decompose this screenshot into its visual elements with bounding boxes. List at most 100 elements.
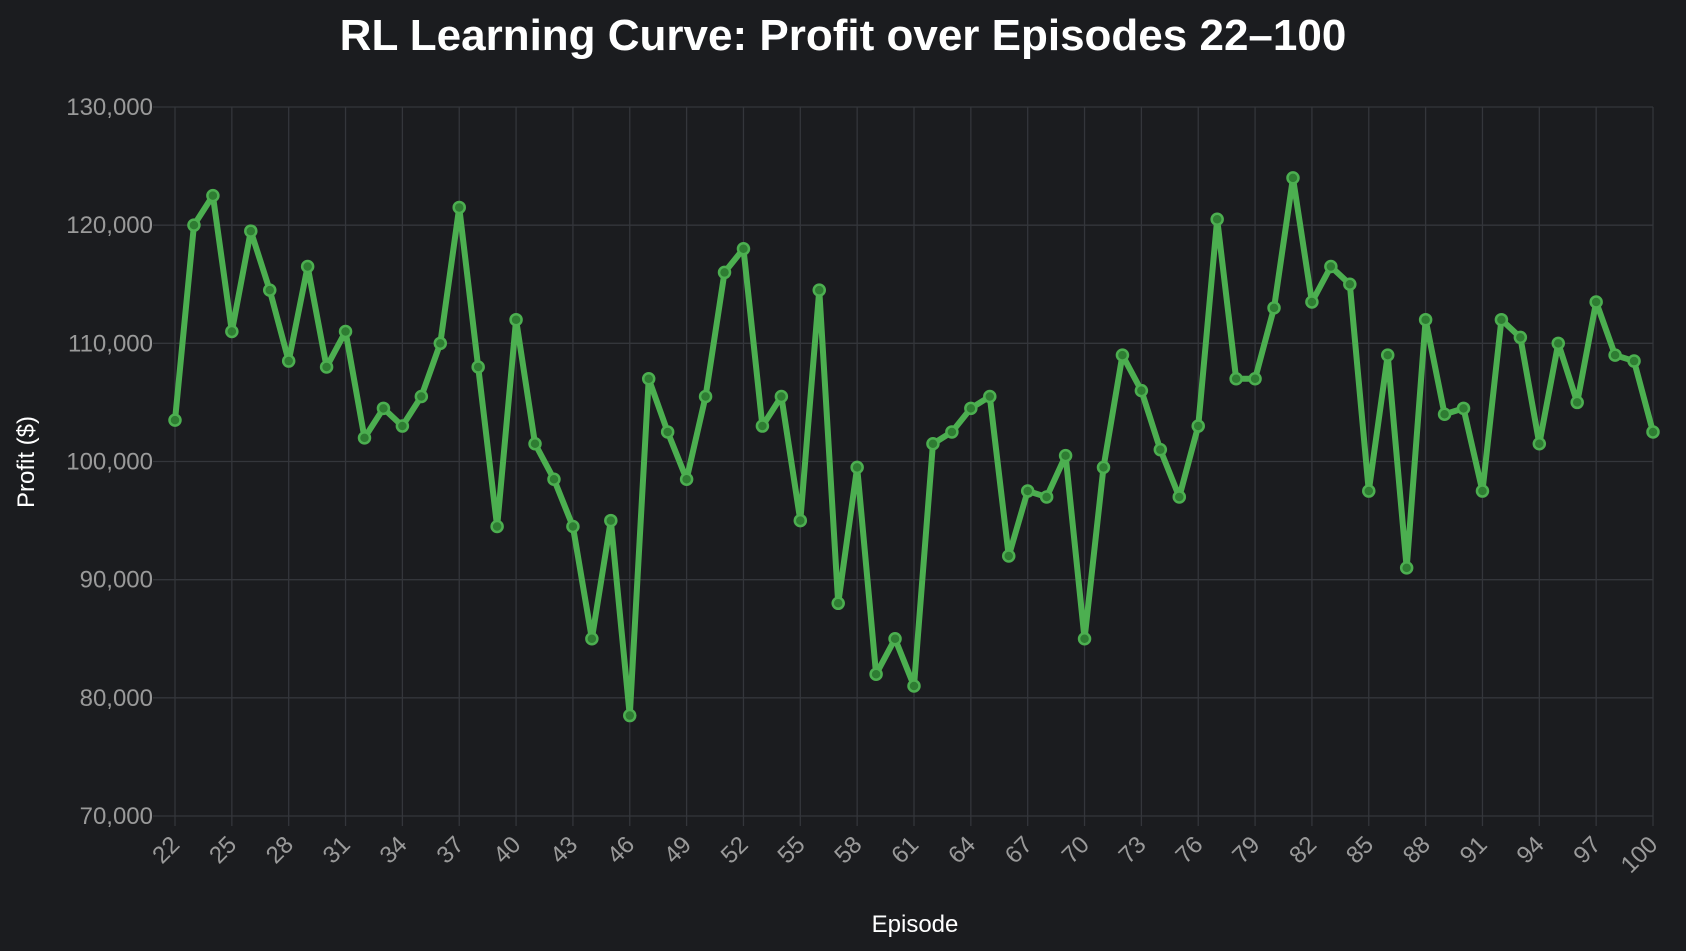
x-tick-label: 88: [1398, 831, 1436, 869]
data-point: [623, 708, 637, 723]
x-tick-label: 52: [716, 831, 754, 869]
data-point: [1229, 372, 1243, 386]
data-point: [509, 312, 523, 327]
data-point: [1210, 212, 1224, 227]
y-tick-label: 70,000: [80, 803, 153, 830]
data-point: [357, 431, 372, 445]
x-tick-label: 82: [1284, 831, 1322, 869]
data-point: [1380, 348, 1395, 362]
x-tick-label: 64: [943, 831, 981, 869]
x-tick-label: 79: [1227, 831, 1265, 869]
data-point: [1077, 632, 1092, 646]
y-tick-label: 100,000: [66, 449, 153, 476]
data-point: [679, 472, 694, 486]
data-point: [1570, 395, 1584, 410]
data-point: [585, 632, 599, 646]
data-point: [774, 389, 789, 404]
x-axis-label: Episode: [872, 911, 959, 938]
x-tick-label: 61: [886, 831, 924, 869]
data-point: [1646, 425, 1660, 439]
data-point: [1267, 301, 1281, 315]
data-point: [1305, 295, 1319, 309]
data-point: [490, 519, 504, 534]
data-point: [1627, 354, 1641, 368]
x-axis-ticks: 22 25 28 31 34 37 40 43 46 49 52 55 58 61 64 67 70 73 76 79…: [147, 831, 1663, 878]
x-tick-label: 94: [1512, 831, 1550, 869]
data-point: [1001, 549, 1016, 563]
y-tick-label: 90,000: [80, 567, 153, 594]
data-point: [1096, 460, 1111, 475]
data-point: [168, 413, 182, 427]
data-point: [1475, 484, 1490, 498]
data-point: [1608, 348, 1622, 362]
x-tick-label: 25: [204, 831, 242, 869]
data-point: [414, 389, 429, 404]
data-point: [338, 324, 353, 339]
x-tick-label: 91: [1455, 831, 1493, 869]
data-point: [869, 667, 883, 681]
data-point: [1494, 312, 1509, 327]
x-tick-label: 43: [545, 831, 583, 869]
data-point: [262, 283, 277, 297]
data-point: [566, 519, 580, 534]
x-tick-label: 67: [1000, 831, 1038, 869]
data-point: [1513, 330, 1528, 345]
data-point: [1248, 372, 1262, 386]
data-point: [376, 401, 391, 416]
data-point: [395, 419, 410, 433]
data-point: [660, 425, 675, 439]
x-tick-label: 22: [147, 831, 185, 869]
data-point: [281, 354, 296, 368]
y-tick-label: 130,000: [66, 94, 153, 121]
data-point: [641, 372, 656, 386]
data-point: [604, 513, 618, 528]
data-point: [433, 336, 448, 351]
x-tick-label: 70: [1057, 831, 1095, 869]
data-point: [1115, 348, 1130, 362]
data-point: [793, 513, 808, 528]
data-point: [1286, 171, 1300, 185]
data-point: [983, 389, 997, 404]
data-point: [945, 425, 959, 439]
x-tick-label: 58: [829, 831, 867, 869]
x-tick-label: 34: [375, 831, 413, 869]
data-point: [736, 242, 751, 256]
data-point: [528, 437, 542, 451]
data-point: [1153, 442, 1168, 457]
data-point: [1589, 295, 1603, 309]
x-tick-label: 49: [659, 831, 697, 869]
data-point: [926, 437, 940, 451]
x-tick-label: 100: [1616, 831, 1663, 878]
x-tick-label: 28: [261, 831, 299, 869]
data-point: [452, 200, 466, 215]
data-point: [225, 324, 239, 339]
data-point: [1324, 259, 1338, 274]
data-point: [1020, 484, 1035, 498]
x-tick-label: 73: [1114, 831, 1152, 869]
data-point: [547, 472, 561, 486]
x-tick-label: 97: [1568, 831, 1606, 869]
data-point: [698, 389, 713, 404]
data-point: [850, 460, 864, 475]
x-tick-label: 46: [602, 831, 640, 869]
x-tick-label: 85: [1341, 831, 1379, 869]
x-tick-label: 37: [431, 831, 469, 869]
y-tick-label: 120,000: [66, 212, 153, 239]
data-point: [1343, 277, 1357, 291]
data-point: [1191, 419, 1205, 433]
data-point: [1437, 407, 1452, 421]
data-point: [1362, 484, 1376, 498]
y-tick-label: 80,000: [80, 685, 153, 712]
data-point: [187, 218, 201, 232]
data-point: [1456, 401, 1471, 416]
data-point: [1172, 490, 1187, 504]
data-point: [831, 596, 845, 611]
data-point: [206, 188, 220, 203]
data-point: [755, 419, 770, 433]
data-point: [1418, 312, 1433, 327]
y-axis-ticks: 70,000 80,000 90,000 100,000 110,000 120,000 1…: [66, 94, 153, 830]
y-axis-label: Profit ($): [13, 416, 40, 508]
data-points: [168, 171, 1660, 723]
data-point: [907, 679, 921, 693]
